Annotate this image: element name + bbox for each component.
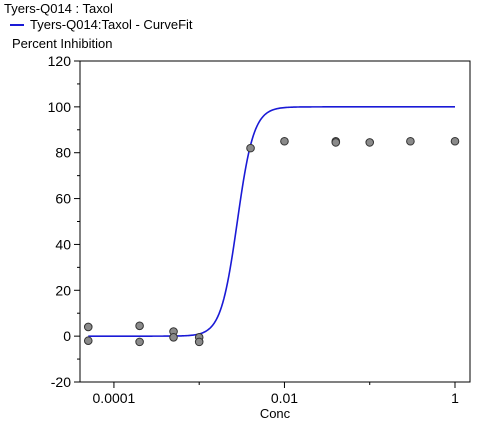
legend-label: Tyers-Q014:Taxol - CurveFit: [30, 17, 193, 32]
data-point: [450, 136, 460, 146]
data-point: [280, 136, 289, 146]
data-point: [246, 143, 255, 153]
legend: Tyers-Q014:Taxol - CurveFit: [10, 17, 193, 32]
data-points: [83, 136, 460, 347]
data-point: [169, 332, 178, 342]
legend-swatch: [10, 23, 24, 26]
data-point: [194, 337, 204, 347]
x-tick-label: 0.01: [271, 390, 298, 406]
y-tick-label: 100: [48, 99, 72, 115]
data-point: [83, 322, 93, 332]
y-tick-label: 0: [63, 328, 71, 344]
y-tick-label: 20: [55, 282, 71, 298]
y-axis: -20 0 20 40 60 80 100 120: [48, 53, 80, 390]
data-point: [365, 138, 375, 147]
y-tick-label: -20: [51, 374, 71, 390]
y-axis-title: Percent Inhibition: [12, 36, 113, 51]
data-point: [135, 321, 144, 331]
chart-title: Tyers-Q014 : Taxol: [4, 1, 113, 16]
curve-fit-line: [88, 106, 455, 337]
y-tick-label: 120: [48, 53, 72, 69]
x-tick-label: 0.0001: [93, 390, 136, 406]
data-point: [406, 136, 415, 146]
data-point: [331, 138, 341, 147]
y-tick-label: 80: [55, 145, 71, 161]
y-tick-label: 40: [55, 236, 71, 252]
data-point: [135, 337, 144, 347]
y-tick-label: 60: [55, 191, 71, 207]
data-point: [83, 336, 93, 346]
x-axis: 0.0001 0.01 1: [93, 382, 459, 406]
x-axis-title: Conc: [260, 406, 291, 421]
x-tick-label: 1: [451, 390, 459, 406]
